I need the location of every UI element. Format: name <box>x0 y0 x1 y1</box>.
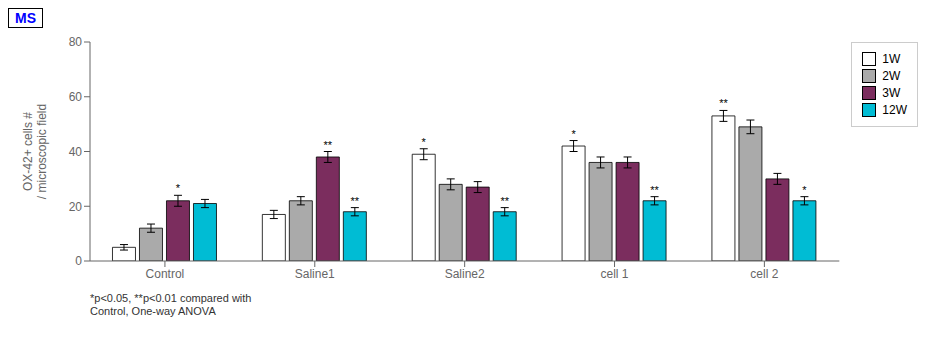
svg-text:Saline2: Saline2 <box>445 267 485 281</box>
svg-text:Control: Control <box>146 267 185 281</box>
svg-text:**: ** <box>351 195 360 207</box>
svg-text:20: 20 <box>69 200 83 214</box>
html-text:12W: 12W <box>882 103 907 117</box>
svg-text:*: * <box>571 128 576 140</box>
svg-text:cell 1: cell 1 <box>601 267 629 281</box>
svg-text:0: 0 <box>75 254 82 268</box>
svg-text:*: * <box>422 136 427 148</box>
svg-text:cell 2: cell 2 <box>750 267 778 281</box>
svg-text:80: 80 <box>69 35 83 49</box>
svg-text:OX-42+ cells #/ microscopic fi: OX-42+ cells #/ microscopic field <box>21 104 49 199</box>
html-text:1W: 1W <box>882 52 901 66</box>
svg-text:Saline1: Saline1 <box>295 267 335 281</box>
svg-text:60: 60 <box>69 90 83 104</box>
html-text:MS: MS <box>15 10 36 26</box>
html-text:3W: 3W <box>882 86 901 100</box>
svg-text:**: ** <box>650 184 659 196</box>
svg-text:**: ** <box>324 139 333 151</box>
html-text:*p<0.05, **p<0.01 compared wit: *p<0.05, **p<0.01 compared with Control,… <box>90 292 252 317</box>
svg-text:40: 40 <box>69 145 83 159</box>
svg-text:**: ** <box>500 195 509 207</box>
svg-text:**: ** <box>719 97 728 109</box>
html-text:2W: 2W <box>882 69 901 83</box>
svg-text:*: * <box>176 182 181 194</box>
svg-text:*: * <box>802 184 807 196</box>
